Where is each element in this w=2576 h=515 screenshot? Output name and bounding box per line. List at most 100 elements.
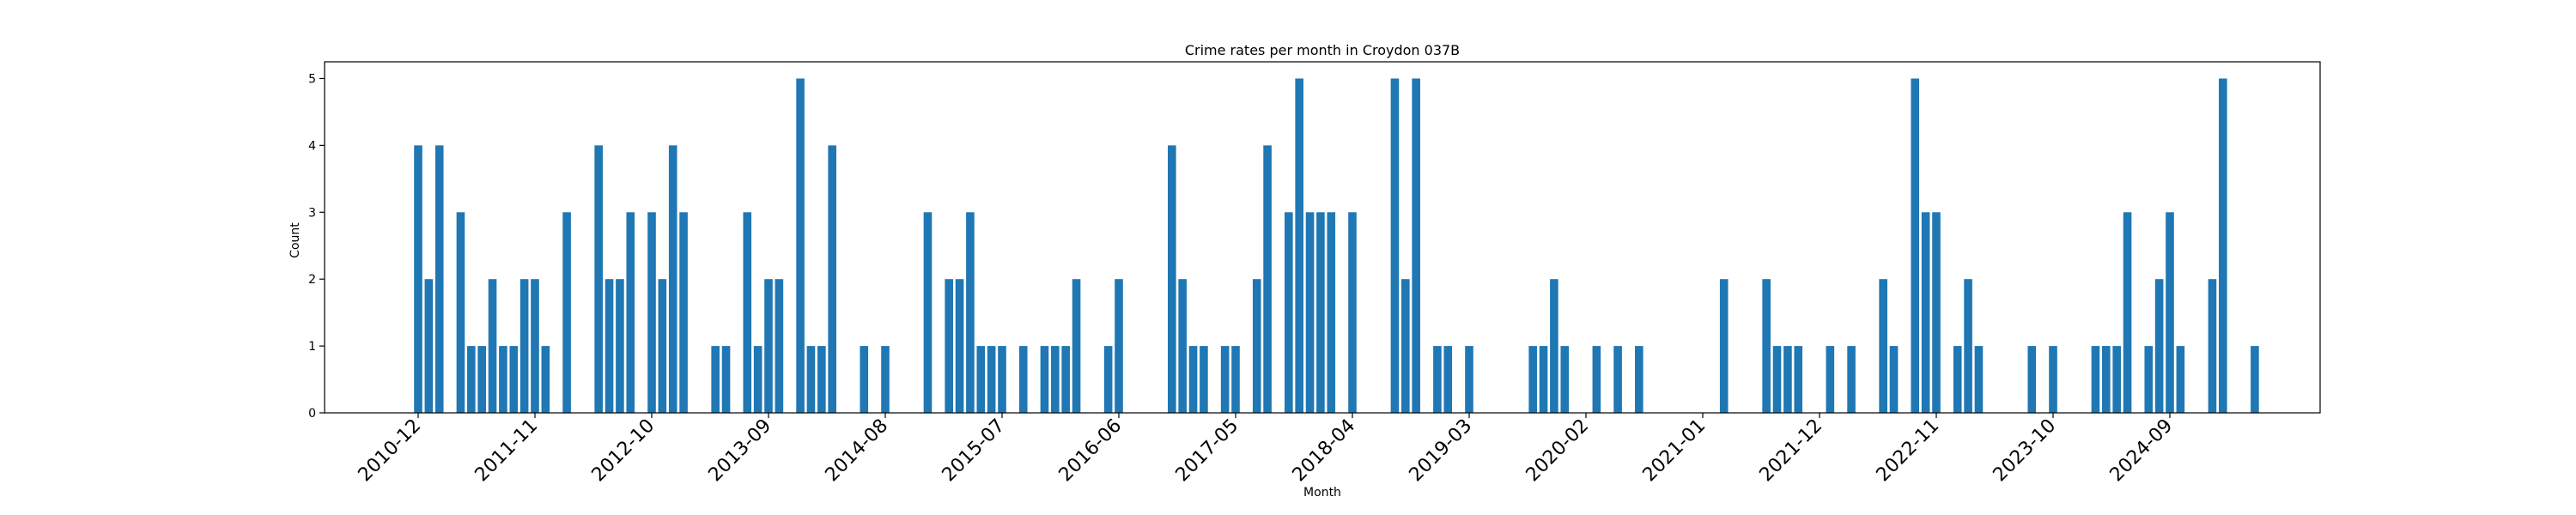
bar [966,212,975,413]
bar [775,279,784,413]
y-axis-label: Count [289,222,302,258]
y-tick-label: 2 [308,273,316,287]
bar [753,346,762,413]
bar [1794,346,1803,413]
x-tick-label: 2017-05 [1172,415,1243,487]
bar [1220,346,1230,413]
bar [1879,279,1887,413]
bar [1327,212,1336,413]
bar [1528,346,1537,413]
bar [1974,346,1984,413]
x-tick-label: 2010-12 [355,415,426,487]
x-tick-label: 2016-06 [1055,415,1127,487]
bar [711,346,720,413]
x-tick-label: 2024-09 [2106,415,2178,487]
bar [1932,212,1941,413]
bar [477,346,486,413]
bar [945,279,953,413]
bar [2102,346,2111,413]
y-tick-label: 0 [308,407,316,421]
bar [509,346,519,413]
bar [721,346,731,413]
plot-frame [324,61,2321,414]
y-tick-label: 1 [308,340,316,354]
bar [1200,346,1208,413]
bar [987,346,996,413]
bar [1964,279,1972,413]
bar [1889,346,1899,413]
x-tick-label: 2022-11 [1873,415,1944,487]
bar [647,212,656,413]
bar [456,212,465,413]
bar [743,212,752,413]
bar [1103,346,1113,413]
bar [1390,78,1400,413]
bar [2154,279,2164,413]
bar [414,145,422,413]
bar [828,145,836,413]
bar [1263,145,1272,413]
bar [616,279,624,413]
bar [1443,346,1453,413]
bar [658,279,667,413]
bar [1316,212,1325,413]
bar [998,346,1006,413]
bar [1826,346,1835,413]
bar [1613,346,1622,413]
bar [955,279,964,413]
bar [860,346,869,413]
bar [1018,346,1028,413]
bar [488,279,497,413]
x-tick-label: 2014-08 [822,415,893,487]
bar [1592,346,1601,413]
bar [1305,212,1315,413]
bar [668,145,677,413]
bar [1252,279,1261,413]
bar [434,145,444,413]
y-tick-label: 5 [308,72,316,86]
bar [1921,212,1930,413]
bar [1783,346,1792,413]
bars [414,78,2259,413]
bar [2144,346,2154,413]
bar [881,346,890,413]
bar [562,212,571,413]
bar [1115,279,1123,413]
bar [531,279,539,413]
bar [2251,346,2259,413]
x-axis-label: Month [1303,486,1341,500]
bar [2219,78,2227,413]
bar [2166,212,2174,413]
bar [817,346,826,413]
bar [626,212,635,413]
y-axis: 0 1 2 3 4 5 [308,72,325,421]
bar [1911,78,1920,413]
bar [1285,212,1293,413]
bar [1762,279,1771,413]
bar [1231,346,1240,413]
bar [1295,78,1303,413]
x-tick-label: 2012-10 [588,415,659,487]
x-tick-label: 2013-09 [705,415,776,487]
y-tick-label: 4 [308,139,316,153]
bar [2208,279,2217,413]
x-tick-label: 2023-10 [1990,415,2061,487]
bar [1847,346,1856,413]
bar [1772,346,1782,413]
bar [605,279,614,413]
x-tick-label: 2019-03 [1406,415,1477,487]
bar [1188,346,1198,413]
bar [467,346,476,413]
chart-title: Crime rates per month in Croydon 037B [1185,42,1460,58]
bar [923,212,933,413]
bar [499,346,507,413]
bar [764,279,773,413]
bar [1539,346,1548,413]
bar [1178,279,1187,413]
bar [1348,212,1357,413]
bar [2123,212,2132,413]
bar [1635,346,1643,413]
bar [424,279,434,413]
x-axis: 2010-12 2011-11 2012-10 2013-09 2014-08 2015-… [355,413,2178,487]
